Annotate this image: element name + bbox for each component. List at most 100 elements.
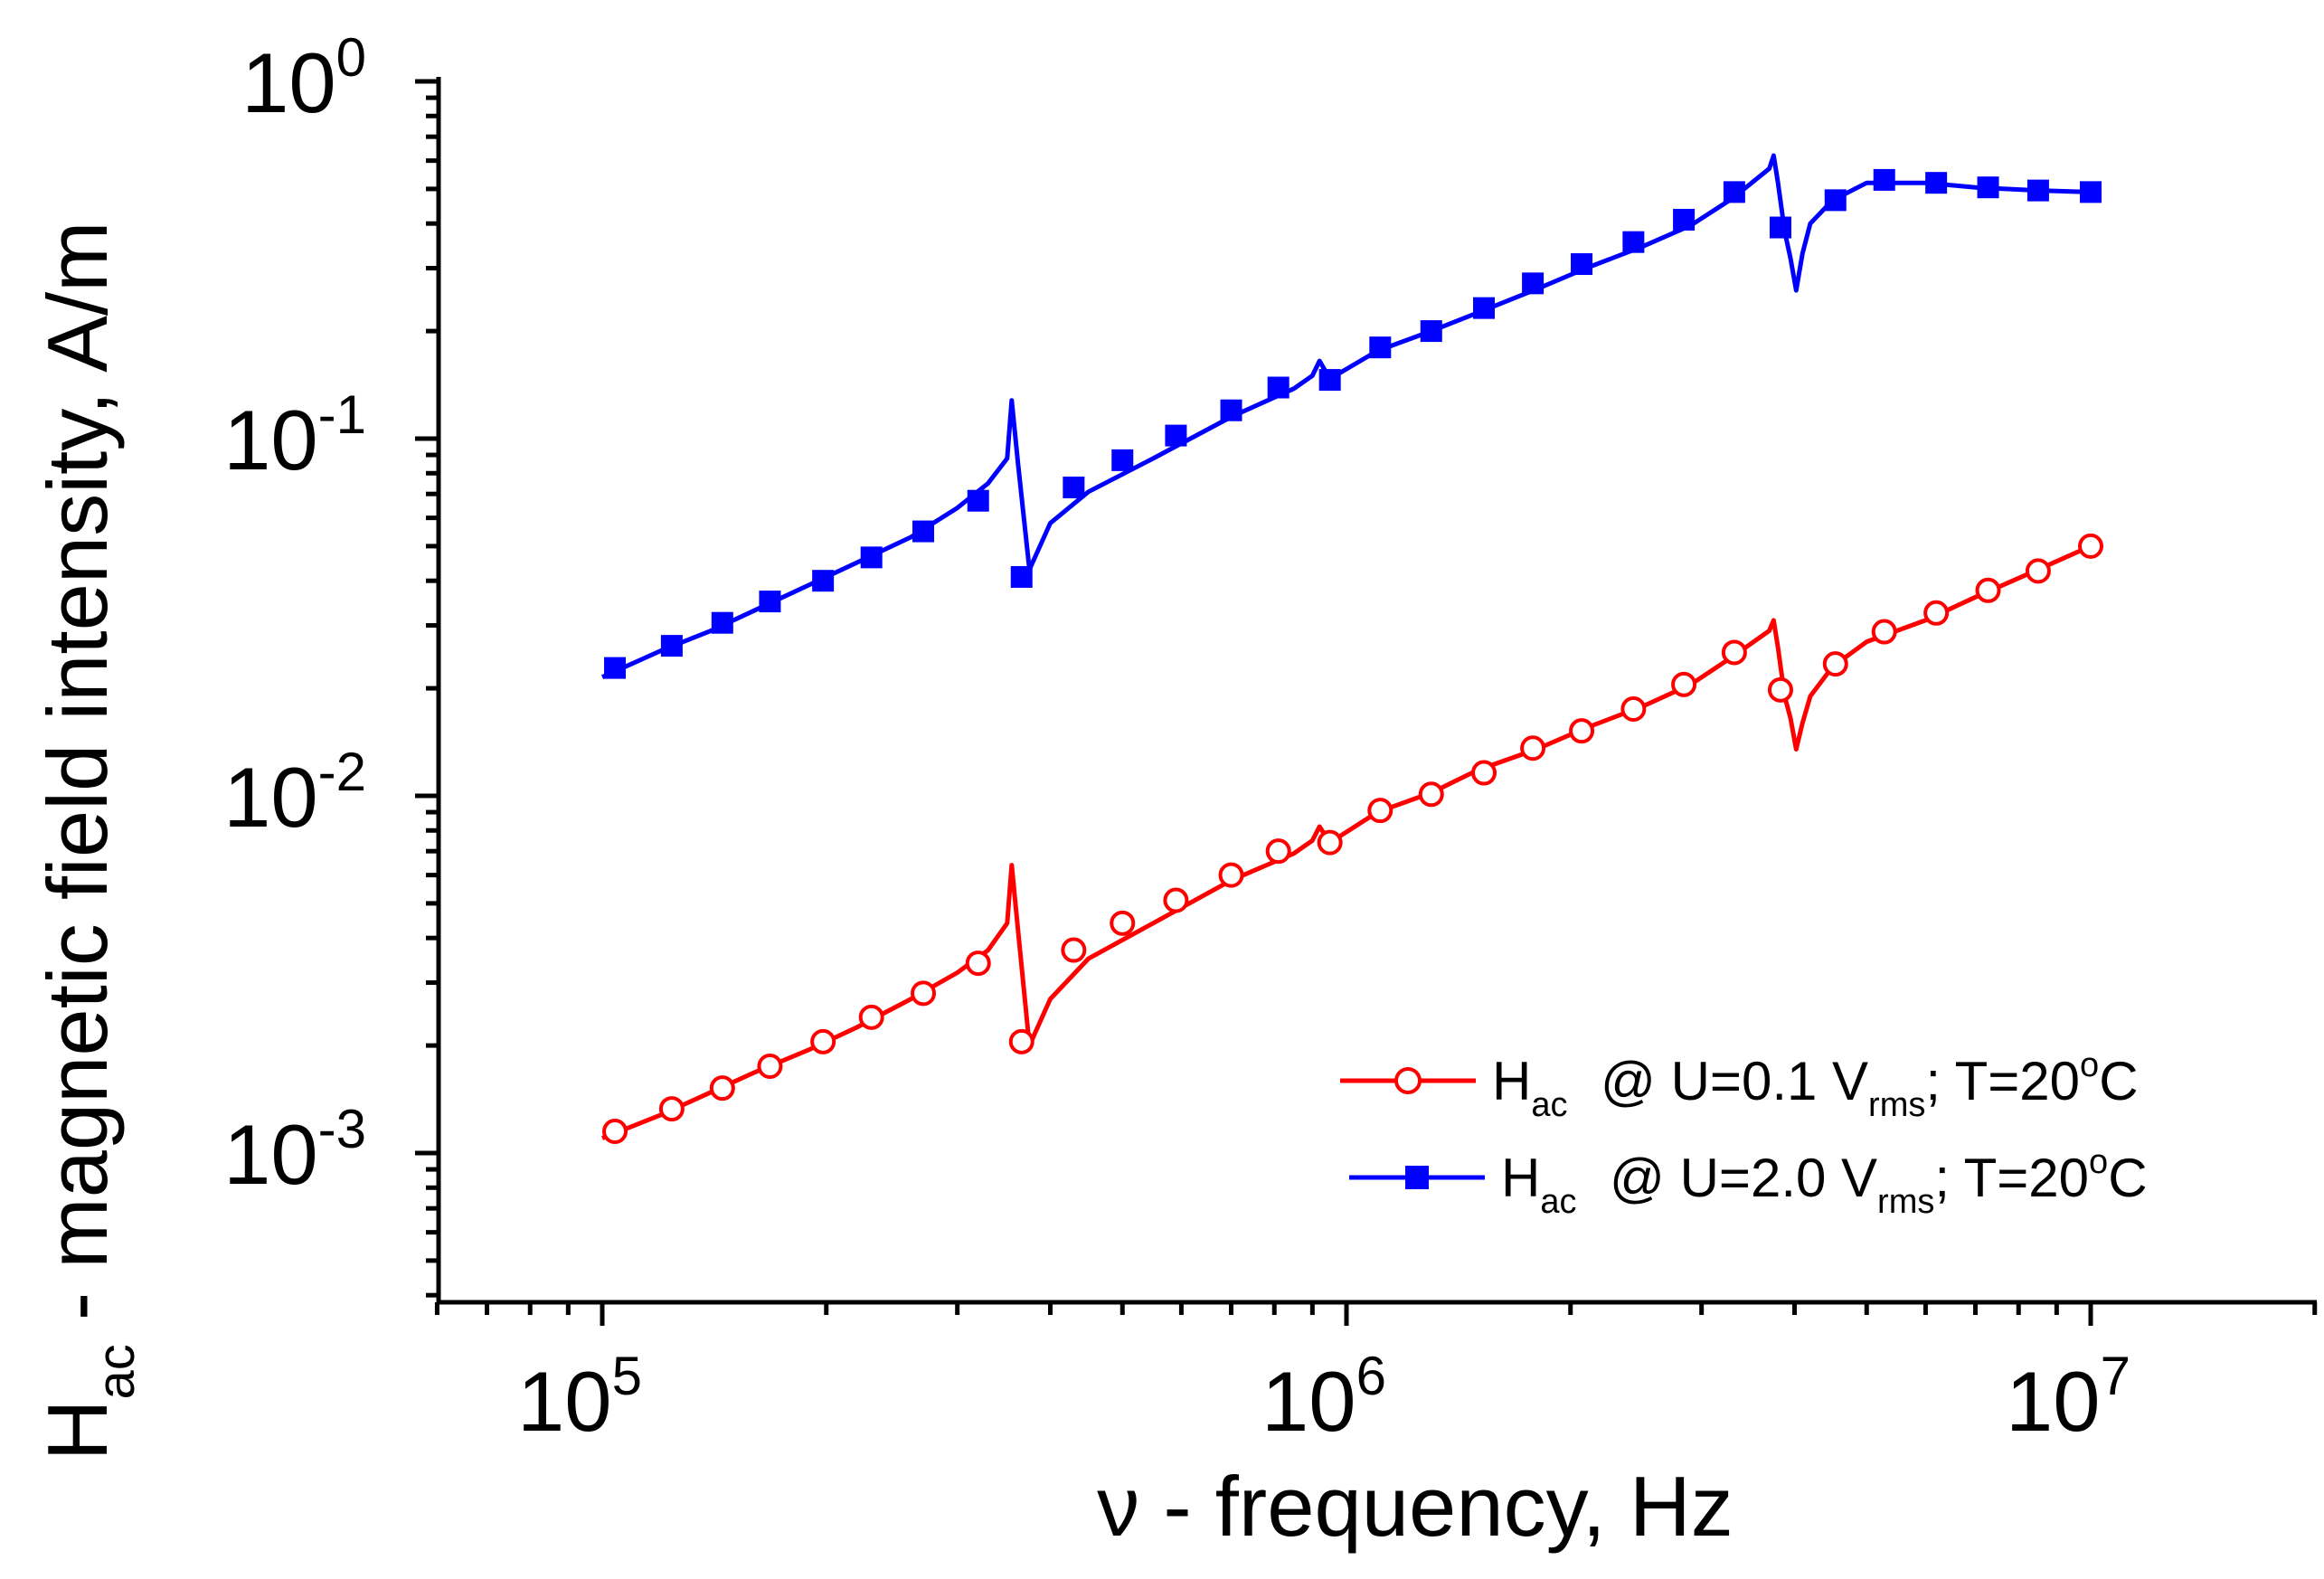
data-point-blue xyxy=(759,591,781,613)
x-tick-base: 10 xyxy=(1261,1354,1356,1449)
data-point-red xyxy=(1418,781,1444,808)
data-point-blue xyxy=(1369,336,1392,359)
y-tick-base: 10 xyxy=(223,750,318,845)
legend-blue-post: C xyxy=(2108,1148,2147,1208)
legend-red-v-sub: rms xyxy=(1868,1086,1925,1124)
x-tick-exponent: 5 xyxy=(612,1346,642,1406)
data-point-blue xyxy=(967,489,989,512)
x-tick-base: 10 xyxy=(2006,1354,2101,1449)
data-point-blue xyxy=(1824,189,1847,212)
data-point-blue xyxy=(812,570,835,592)
legend: Hac @ U=0.1 Vrms; T=20oC Hac @ U=2.0 Vrms;… xyxy=(1340,1046,2148,1221)
legend-entry-red: Hac @ U=0.1 Vrms; T=20oC xyxy=(1340,1046,2139,1124)
data-point-red xyxy=(858,1004,884,1030)
data-point-red xyxy=(1871,619,1897,645)
data-point-blue xyxy=(912,520,935,543)
data-point-blue xyxy=(711,611,733,634)
legend-blue-pre: @ U=2.0 V xyxy=(1610,1148,1877,1208)
data-point-blue xyxy=(1769,216,1791,239)
data-point-blue xyxy=(1420,320,1442,343)
svg-text:Hac - magnetic field intensity: Hac - magnetic field intensity, A/m xyxy=(30,222,146,1461)
y-axis-title-sub: ac xyxy=(87,1344,146,1399)
legend-marker-red xyxy=(1394,1067,1422,1094)
data-point-red xyxy=(911,980,937,1007)
data-point-blue xyxy=(660,635,683,657)
data-point-red xyxy=(1110,910,1136,936)
data-point-red xyxy=(1721,639,1747,666)
data-point-red xyxy=(658,1096,685,1122)
data-point-blue xyxy=(1673,208,1696,231)
data-point-red xyxy=(1218,862,1244,888)
y-tick-exponent: -1 xyxy=(318,384,366,445)
data-point-blue xyxy=(1977,176,1999,199)
data-point-blue xyxy=(1873,168,1895,191)
data-point-red xyxy=(1767,676,1793,703)
y-tick-label: 10-3 xyxy=(223,1099,366,1202)
x-axis-title: ν - frequency, Hz xyxy=(1097,1459,1734,1554)
legend-red-h-sub: ac xyxy=(1531,1086,1567,1124)
data-point-red xyxy=(2078,533,2103,559)
data-point-blue xyxy=(2026,179,2049,202)
data-point-blue xyxy=(604,657,627,679)
y-tick-exponent: 0 xyxy=(336,27,366,88)
y-axis-title-rest: - magnetic field intensity, A/m xyxy=(30,222,125,1345)
data-point-red xyxy=(602,1119,628,1145)
y-tick-label: 100 xyxy=(241,27,366,130)
data-point-red xyxy=(810,1028,836,1054)
data-point-red xyxy=(1061,937,1087,963)
data-point-blue xyxy=(860,546,883,569)
data-point-red xyxy=(1471,760,1497,786)
data-point-red xyxy=(1923,600,1950,626)
legend-red-sup: o xyxy=(2080,1046,2099,1084)
legend-blue-h: H xyxy=(1501,1148,1540,1208)
x-tick-label: 105 xyxy=(517,1346,642,1449)
data-point-red xyxy=(1975,577,2001,603)
data-point-blue xyxy=(1111,449,1134,471)
legend-blue-sup: o xyxy=(2089,1143,2108,1181)
y-tick-label: 10-2 xyxy=(223,742,366,845)
data-point-blue xyxy=(2080,181,2102,203)
legend-marker-blue xyxy=(1405,1166,1429,1189)
data-point-red xyxy=(1620,696,1647,722)
data-point-red xyxy=(709,1075,735,1102)
data-point-red xyxy=(1008,1028,1034,1054)
data-point-red xyxy=(1822,651,1848,677)
x-ticks: 105 106 107 xyxy=(434,1302,2318,1449)
data-point-red xyxy=(1671,671,1697,697)
svg-text:Hac@ U=0.1 Vrms; T=20oC: Hac @ U=0.1 Vrms; T=20oC xyxy=(1492,1046,2139,1124)
data-point-red xyxy=(1520,735,1546,761)
data-point-red xyxy=(965,950,991,977)
data-point-red xyxy=(1367,798,1393,824)
legend-red-pre: @ U=0.1 V xyxy=(1601,1051,1868,1111)
x-tick-label: 107 xyxy=(2006,1346,2130,1449)
data-point-blue xyxy=(1267,376,1290,399)
data-point-blue xyxy=(1473,297,1496,319)
data-point-blue xyxy=(1010,565,1033,588)
data-point-blue xyxy=(1063,476,1085,498)
legend-blue-h-sub: ac xyxy=(1540,1183,1576,1221)
svg-text:Hac@ U=2.0 Vrms; T=20oC: Hac @ U=2.0 Vrms; T=20oC xyxy=(1501,1143,2148,1221)
plot-series xyxy=(600,153,2103,1145)
data-point-blue xyxy=(1318,369,1341,392)
y-tick-exponent: -3 xyxy=(318,1099,366,1159)
data-point-blue xyxy=(1220,399,1242,421)
legend-red-mid: ; T=20 xyxy=(1925,1051,2080,1111)
data-point-red xyxy=(1569,718,1595,744)
x-tick-exponent: 6 xyxy=(1356,1346,1386,1406)
y-axis-title-main: H xyxy=(30,1400,125,1461)
y-tick-base: 10 xyxy=(241,35,336,130)
data-point-red xyxy=(1317,829,1343,856)
data-point-blue xyxy=(1571,253,1593,276)
data-point-red xyxy=(1163,887,1189,913)
data-point-red xyxy=(2025,558,2051,584)
y-tick-label: 10-1 xyxy=(223,384,366,487)
legend-red-h: H xyxy=(1492,1051,1531,1111)
y-axis-title: Hac - magnetic field intensity, A/m xyxy=(30,222,146,1461)
x-tick-label: 106 xyxy=(1261,1346,1386,1449)
data-point-blue xyxy=(1622,231,1645,253)
legend-entry-blue: Hac @ U=2.0 Vrms; T=20oC xyxy=(1349,1143,2148,1221)
data-point-blue xyxy=(1522,272,1545,295)
